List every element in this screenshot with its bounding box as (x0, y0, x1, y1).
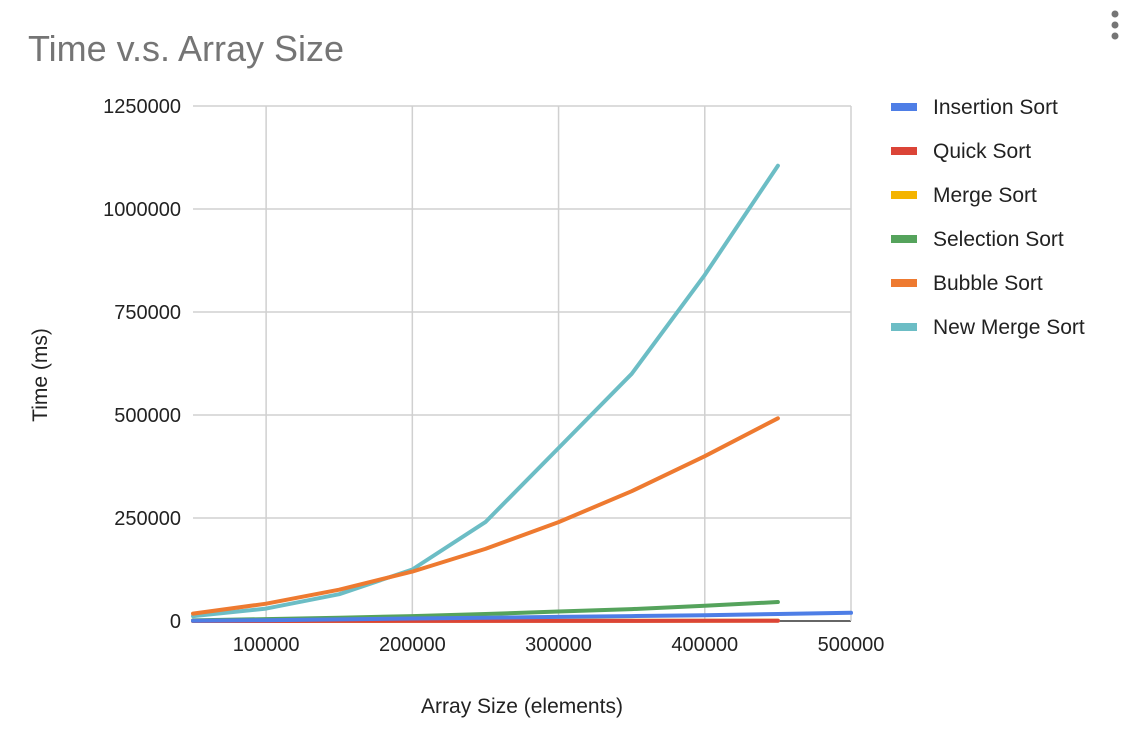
x-tick-label: 100000 (233, 634, 300, 656)
y-tick-label: 0 (170, 611, 181, 633)
legend-item-bubble-sort: Bubble Sort (891, 272, 1043, 295)
series-line-bubble-sort (191, 416, 780, 616)
legend-swatch (891, 103, 917, 111)
legend-item-insertion-sort: Insertion Sort (891, 96, 1058, 119)
x-tick-labels: 100000 200000 300000 400000 500000 (233, 634, 885, 656)
y-tick-label: 500000 (114, 405, 181, 427)
legend-label: Insertion Sort (933, 96, 1058, 119)
legend-item-new-merge-sort: New Merge Sort (891, 316, 1085, 339)
y-axis-label: Time (ms) (29, 328, 52, 422)
y-tick-label: 250000 (114, 508, 181, 530)
legend-swatch (891, 147, 917, 155)
y-tick-label: 1250000 (103, 96, 181, 118)
legend-label: New Merge Sort (933, 316, 1085, 339)
legend-label: Merge Sort (933, 184, 1037, 207)
legend-swatch (891, 235, 917, 243)
series-line-new-merge-sort (191, 163, 780, 619)
x-tick-label: 200000 (379, 634, 446, 656)
chart-menu-icon[interactable] (1111, 10, 1119, 40)
legend-label: Quick Sort (933, 140, 1031, 163)
legend-item-merge-sort: Merge Sort (891, 184, 1037, 207)
x-axis-label: Array Size (elements) (421, 695, 623, 718)
legend-item-quick-sort: Quick Sort (891, 140, 1031, 163)
y-tick-label: 1000000 (103, 199, 181, 221)
legend-swatch (891, 279, 917, 287)
gridlines (193, 105, 852, 622)
legend-label: Selection Sort (933, 228, 1064, 251)
legend-swatch (891, 323, 917, 331)
y-tick-labels: 0 250000 500000 750000 1000000 1250000 (103, 96, 181, 633)
x-tick-label: 400000 (671, 634, 738, 656)
y-tick-label: 750000 (114, 302, 181, 324)
legend-item-selection-sort: Selection Sort (891, 228, 1064, 251)
series-lines (191, 163, 853, 623)
x-tick-label: 500000 (818, 634, 885, 656)
series-line-insertion-sort (191, 610, 853, 623)
x-tick-label: 300000 (525, 634, 592, 656)
legend: Insertion Sort Quick Sort Merge Sort Select… (891, 96, 1085, 339)
legend-swatch (891, 191, 917, 199)
legend-label: Bubble Sort (933, 272, 1043, 295)
chart-title: Time v.s. Array Size (28, 28, 344, 69)
